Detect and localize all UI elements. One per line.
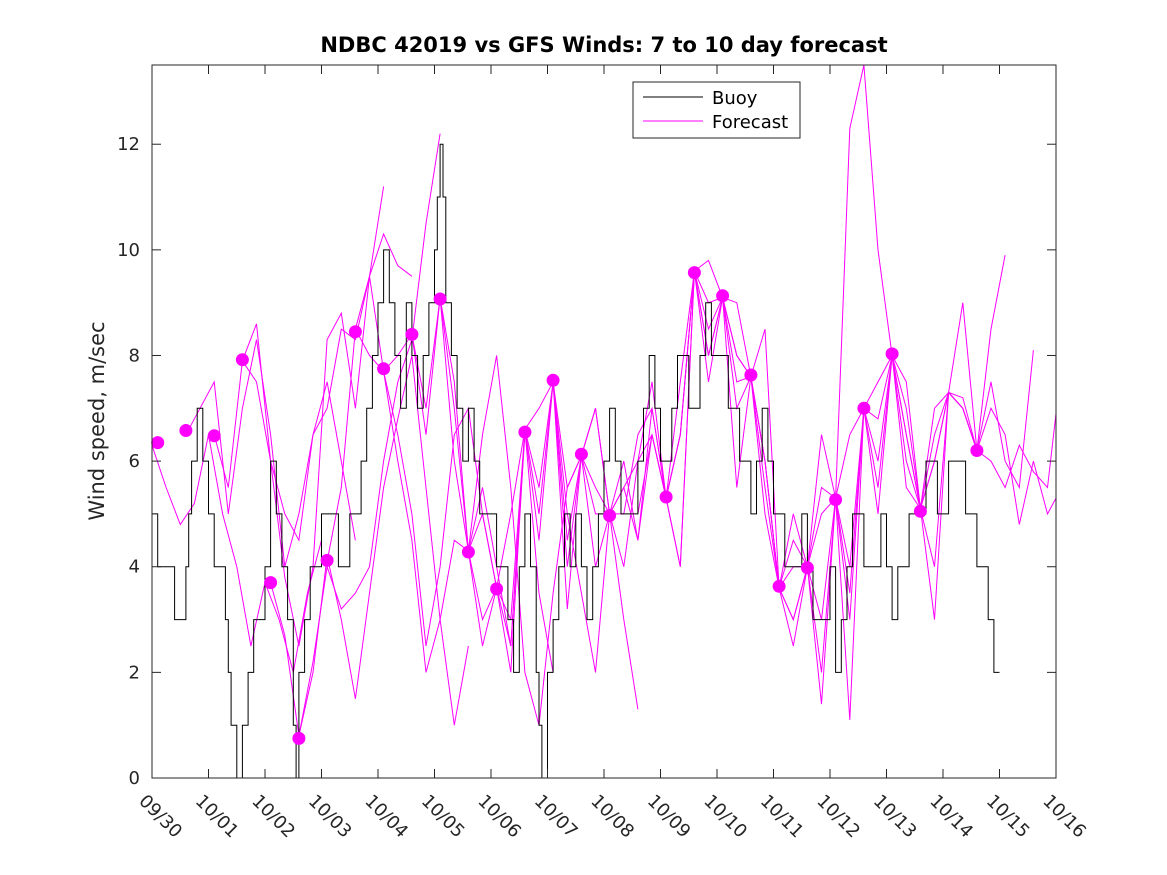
forecast-marker-6 (292, 731, 306, 745)
legend-label-forecast: Forecast (712, 112, 788, 133)
forecast-marker-9 (377, 362, 391, 376)
chart-title: NDBC 42019 vs GFS Winds: 7 to 10 day for… (320, 33, 887, 57)
y-tick-label-6: 10 (117, 240, 140, 261)
forecast-marker-13 (490, 582, 504, 596)
forecast-marker-19 (687, 266, 701, 280)
y-tick-label-4: 6 (129, 451, 140, 472)
forecast-marker-2 (179, 424, 193, 437)
buoy-series (152, 143, 1000, 779)
legend-label-buoy: Buoy (712, 88, 758, 109)
y-axis-label: Wind speed, m/sec (85, 321, 109, 520)
y-tick-label-7: 12 (117, 134, 140, 155)
marker-layer (151, 266, 984, 745)
forecast-marker-21 (744, 368, 758, 382)
forecast-marker-12 (461, 545, 475, 559)
forecast-marker-22 (772, 579, 786, 593)
forecast-marker-4 (235, 353, 249, 367)
forecast-marker-23 (800, 561, 814, 575)
forecast-marker-28 (970, 444, 984, 457)
forecast-marker-25 (857, 401, 871, 415)
legend: Buoy Forecast (632, 81, 801, 139)
forecast-marker-15 (546, 373, 560, 387)
forecast-marker-3 (207, 429, 221, 443)
forecast-series-28 (919, 391, 1057, 525)
forecast-marker-24 (829, 493, 843, 507)
y-tick-label-3: 4 (129, 557, 140, 578)
forecast-marker-14 (518, 425, 532, 439)
forecast-marker-17 (603, 509, 617, 522)
forecast-marker-10 (405, 327, 419, 341)
forecast-marker-26 (885, 347, 899, 361)
plot-area (152, 65, 1056, 778)
y-tick-label-5: 8 (129, 345, 140, 366)
forecast-marker-1 (151, 436, 165, 450)
forecast-marker-20 (716, 289, 730, 303)
forecast-marker-7 (320, 553, 334, 567)
y-tick-label-2: 2 (129, 662, 140, 683)
y-tick-label-1: 0 (129, 768, 140, 789)
forecast-marker-8 (348, 325, 362, 339)
y-axis-ticks: 0 2 4 6 8 10 12 (117, 134, 1056, 789)
forecast-marker-5 (264, 576, 278, 590)
forecast-marker-11 (433, 292, 447, 306)
forecast-marker-16 (574, 447, 588, 461)
forecast-marker-18 (659, 490, 673, 504)
legend-box (632, 81, 801, 139)
forecast-marker-27 (913, 504, 927, 518)
forecast-series-2 (185, 339, 356, 567)
